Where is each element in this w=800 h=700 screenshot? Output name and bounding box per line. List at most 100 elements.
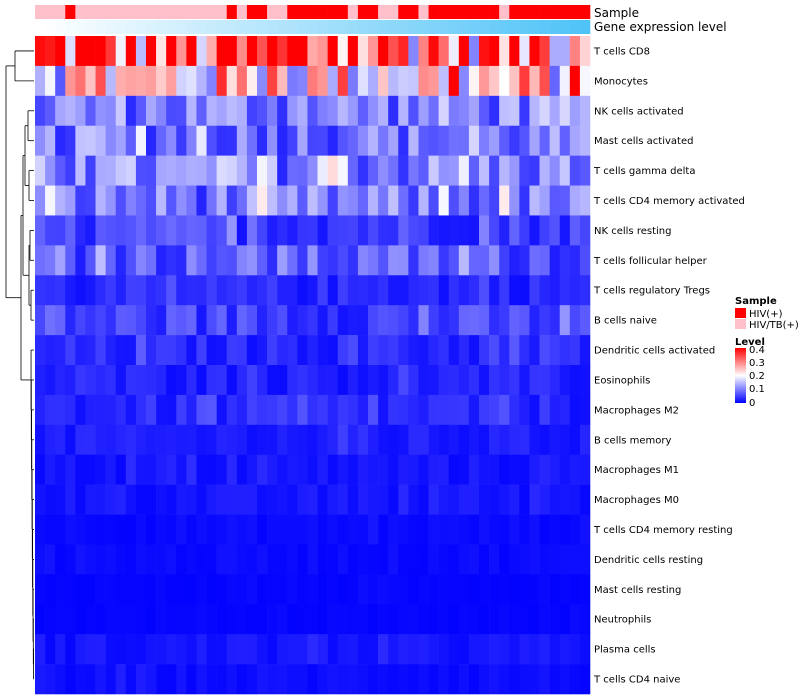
- heatmap-cell: [176, 275, 187, 306]
- heatmap-cell: [509, 155, 520, 186]
- heatmap-cell: [105, 664, 117, 695]
- heatmap-cell: [216, 215, 228, 246]
- heatmap-cell: [398, 65, 409, 97]
- heatmap-cell: [468, 484, 480, 515]
- heatmap-cell: [569, 394, 581, 426]
- heatmap-cell: [428, 574, 439, 605]
- heatmap-cell: [479, 574, 490, 605]
- heatmap-cell: [95, 544, 106, 575]
- heatmap-cell: [489, 454, 500, 485]
- heatmap-cell: [468, 664, 480, 695]
- heatmap-cell: [368, 484, 379, 515]
- heatmap-cell: [75, 544, 86, 575]
- heatmap-cell: [176, 305, 187, 336]
- legend-tick-02: 0.2: [749, 371, 765, 382]
- heatmap-cell: [156, 275, 167, 306]
- heatmap-cell: [579, 275, 591, 306]
- sample-annotation-cell: [378, 5, 389, 19]
- heatmap-cell: [337, 604, 349, 635]
- heatmap-cell: [267, 36, 278, 67]
- heatmap-cell: [418, 155, 429, 186]
- heatmap-cell: [378, 604, 389, 635]
- heatmap-cell: [458, 305, 470, 336]
- heatmap-cell: [347, 514, 359, 545]
- heatmap-cell: [257, 365, 268, 396]
- heatmap-cell: [357, 275, 369, 306]
- heatmap-cell: [186, 155, 197, 186]
- heatmap-cell: [448, 245, 460, 276]
- heatmap-cell: [499, 604, 510, 635]
- expression-annotation-cell: [267, 20, 278, 34]
- row-label: NK cells activated: [594, 106, 684, 117]
- heatmap-cell: [105, 365, 117, 396]
- heatmap-cell: [539, 215, 550, 246]
- heatmap-cell: [226, 424, 238, 456]
- heatmap-cell: [287, 65, 298, 97]
- heatmap-cell: [166, 65, 177, 97]
- heatmap-cell: [337, 394, 349, 426]
- heatmap-cell: [277, 36, 288, 67]
- heatmap-cell: [569, 245, 581, 276]
- heatmap-cell: [398, 574, 409, 605]
- heatmap-cell: [468, 245, 480, 276]
- heatmap-cell: [186, 544, 197, 575]
- expression-annotation-bar: [35, 20, 591, 34]
- heatmap-cell: [489, 275, 500, 306]
- heatmap-cell: [428, 155, 439, 186]
- heatmap-cell: [156, 125, 167, 156]
- heatmap-cell: [166, 275, 177, 306]
- heatmap-cell: [448, 634, 460, 665]
- heatmap-cell: [579, 65, 591, 97]
- heatmap-cell: [368, 544, 379, 575]
- heatmap-cell: [85, 275, 96, 306]
- heatmap-cell: [115, 604, 127, 635]
- heatmap-cell: [549, 394, 561, 426]
- heatmap-cell: [246, 125, 258, 156]
- heatmap-cell: [368, 604, 379, 635]
- heatmap-cell: [559, 574, 571, 605]
- expression-annotation-cell: [186, 20, 197, 34]
- heatmap-cell: [115, 95, 127, 127]
- heatmap-cell: [267, 95, 278, 127]
- heatmap-cell: [85, 394, 96, 426]
- heatmap-cell: [438, 65, 450, 97]
- heatmap-cell: [125, 65, 137, 97]
- heatmap-cell: [317, 185, 328, 216]
- heatmap-cell: [206, 544, 217, 575]
- heatmap-cell: [317, 484, 328, 515]
- heatmap-cell: [246, 544, 258, 575]
- heatmap-cell: [55, 365, 66, 396]
- heatmap-cell: [428, 604, 439, 635]
- sample-annotation-cell: [317, 5, 328, 19]
- heatmap-cell: [257, 95, 268, 127]
- heatmap-cell: [226, 454, 238, 485]
- heatmap-cell: [257, 245, 268, 276]
- heatmap-cell: [579, 215, 591, 246]
- heatmap-cell: [368, 36, 379, 67]
- row-label: Dendritic cells activated: [594, 346, 715, 357]
- heatmap-cell: [287, 394, 298, 426]
- heatmap-cell: [55, 424, 66, 456]
- heatmap-cell: [388, 365, 399, 396]
- heatmap-cell: [115, 574, 127, 605]
- heatmap-cell: [519, 574, 530, 605]
- heatmap-cell: [206, 604, 217, 635]
- heatmap-cell: [246, 36, 258, 67]
- heatmap-cell: [327, 664, 339, 695]
- heatmap-cell: [287, 454, 298, 485]
- heatmap-cell: [317, 544, 328, 575]
- heatmap-cell: [267, 125, 278, 156]
- heatmap-cell: [105, 65, 117, 97]
- heatmap-cell: [489, 36, 500, 67]
- heatmap-cell: [45, 424, 56, 456]
- heatmap-cell: [105, 185, 117, 216]
- expression-annotation-cell: [398, 20, 409, 34]
- heatmap-cell: [206, 484, 217, 515]
- row-label: Eosinophils: [594, 375, 650, 386]
- heatmap-cell: [176, 424, 187, 456]
- heatmap-cell: [105, 305, 117, 336]
- heatmap-cell: [468, 574, 480, 605]
- heatmap-cell: [115, 454, 127, 485]
- heatmap-cell: [45, 65, 56, 97]
- sample-annotation-label: Sample: [594, 6, 639, 20]
